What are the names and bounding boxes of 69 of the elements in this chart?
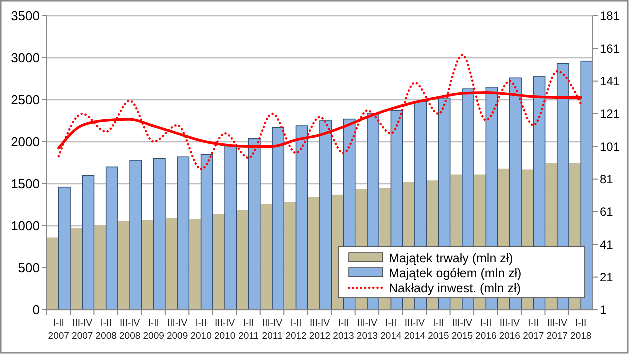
bar (130, 160, 142, 310)
x-tick-label: I-II 2016 (476, 318, 497, 342)
bar (166, 218, 178, 310)
y-tick-label: 1500 (11, 176, 40, 192)
x-tick-label: I-II 2012 (286, 318, 307, 342)
x-tick-label: III-IV 2016 (499, 318, 521, 342)
x-tick-label: III-IV 2009 (166, 318, 188, 342)
x-tick-label: III-IV 2012 (309, 318, 331, 342)
bar (260, 204, 273, 310)
y-tick-label: 3000 (11, 50, 40, 66)
bar (153, 158, 166, 310)
line-series (58, 54, 582, 171)
x-tick-label: III-IV 2014 (404, 318, 426, 342)
x-tick-label: I-II 2010 (190, 318, 212, 342)
bar (177, 156, 190, 310)
y2-tick-label: 1 (600, 303, 607, 318)
y2-tick-label: 81 (600, 172, 614, 187)
x-tick-label: I-II 2013 (333, 318, 354, 342)
bar (200, 154, 214, 310)
y-tick-label: 500 (18, 260, 40, 276)
y2-tick-label: 61 (600, 205, 614, 220)
bar (224, 146, 238, 310)
y2-tick-label: 161 (600, 42, 620, 56)
legend-label: Majątek ogółem (mln zł) (389, 266, 522, 280)
bar (82, 175, 95, 310)
bar (142, 220, 154, 310)
y-tick-label: 3500 (11, 8, 40, 24)
y-tick-label: 0 (32, 302, 40, 318)
bar (272, 127, 285, 310)
x-tick-label: I-II 2014 (380, 318, 402, 342)
x-tick-label: III-IV 2011 (262, 318, 284, 342)
y-tick-label: 1000 (11, 218, 40, 234)
y2-tick-label: 101 (600, 140, 620, 154)
bar (284, 202, 296, 310)
x-tick-label: III-IV 2015 (452, 318, 474, 342)
x-tick-label: I-II 2018 (570, 318, 592, 342)
bar (58, 186, 71, 310)
x-tick-label: I-II 2011 (238, 318, 259, 342)
bar (106, 166, 118, 310)
bar (70, 228, 83, 310)
y2-tick-label: 41 (600, 238, 614, 252)
y-tick-label: 2500 (11, 92, 40, 108)
x-tick-label: III-IV 2017 (546, 318, 568, 342)
bar (296, 126, 308, 310)
x-tick-label: III-IV 2010 (214, 318, 236, 342)
bar (213, 214, 226, 310)
bar (94, 225, 106, 310)
y2-tick-label: 181 (600, 9, 620, 24)
bar (308, 197, 320, 310)
x-tick-label: I-II 2007 (48, 318, 70, 342)
y-tick-label: 2000 (11, 134, 40, 150)
bar (190, 219, 202, 310)
x-tick-label: I-II 2008 (96, 318, 117, 342)
x-tick-label: I-II 2017 (523, 318, 544, 342)
x-tick-label: I-II 2015 (428, 318, 450, 342)
y2-tick-label: 121 (600, 107, 620, 122)
bar (47, 238, 59, 310)
x-tick-label: I-II 2009 (143, 318, 164, 342)
y2-tick-label: 21 (600, 270, 614, 285)
bar (248, 138, 261, 310)
x-tick-label: III-IV 2008 (120, 318, 141, 342)
y2-tick-label: 141 (600, 74, 620, 89)
bar (118, 220, 130, 310)
x-tick-label: III-IV 2013 (356, 318, 378, 342)
bar (237, 210, 249, 310)
legend-label: Nakłady inwest. (mln zł) (389, 281, 521, 296)
x-tick-label: III-IV 2007 (72, 318, 94, 342)
bar (320, 120, 332, 310)
legend-label: Majątek trwały (mln zł) (389, 251, 514, 266)
